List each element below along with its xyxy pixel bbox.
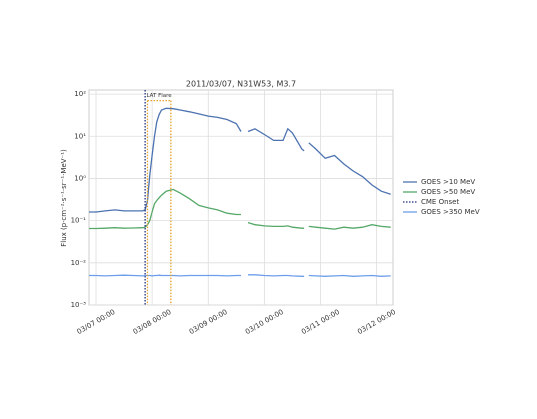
y-tick-label: 10¹ bbox=[74, 132, 86, 140]
data-line bbox=[89, 274, 391, 277]
x-tick-label: 03/12 00:00 bbox=[356, 308, 397, 336]
x-tick-label: 03/10 00:00 bbox=[244, 308, 285, 336]
chart-title: 2011/03/07, N31W53, M3.7 bbox=[186, 80, 296, 89]
legend-label: GOES >350 MeV bbox=[421, 208, 480, 216]
y-tick-label: 10² bbox=[74, 90, 86, 98]
annotation-text: LAT Flare bbox=[146, 93, 172, 99]
x-tick-label: 03/09 00:00 bbox=[188, 308, 229, 336]
plot-area bbox=[88, 89, 394, 306]
y-tick-label: 10⁻² bbox=[71, 259, 87, 267]
y-tick-label: 10⁻¹ bbox=[71, 217, 87, 225]
y-tick-label: 10⁻³ bbox=[71, 301, 87, 309]
x-tick-label: 03/07 00:00 bbox=[76, 308, 117, 336]
y-tick-label: 10⁰ bbox=[74, 174, 86, 182]
data-line bbox=[89, 188, 391, 230]
x-tick-label: 03/11 00:00 bbox=[300, 308, 341, 336]
legend-label: CME Onset bbox=[421, 198, 459, 206]
x-tick-label: 03/08 00:00 bbox=[132, 308, 173, 336]
data-line bbox=[89, 107, 391, 213]
y-axis-label: Flux (p·cm⁻²·s⁻¹·sr⁻¹·MeV⁻¹) bbox=[60, 149, 68, 247]
legend-label: GOES >10 MeV bbox=[421, 178, 475, 186]
legend-label: GOES >50 MeV bbox=[421, 188, 475, 196]
